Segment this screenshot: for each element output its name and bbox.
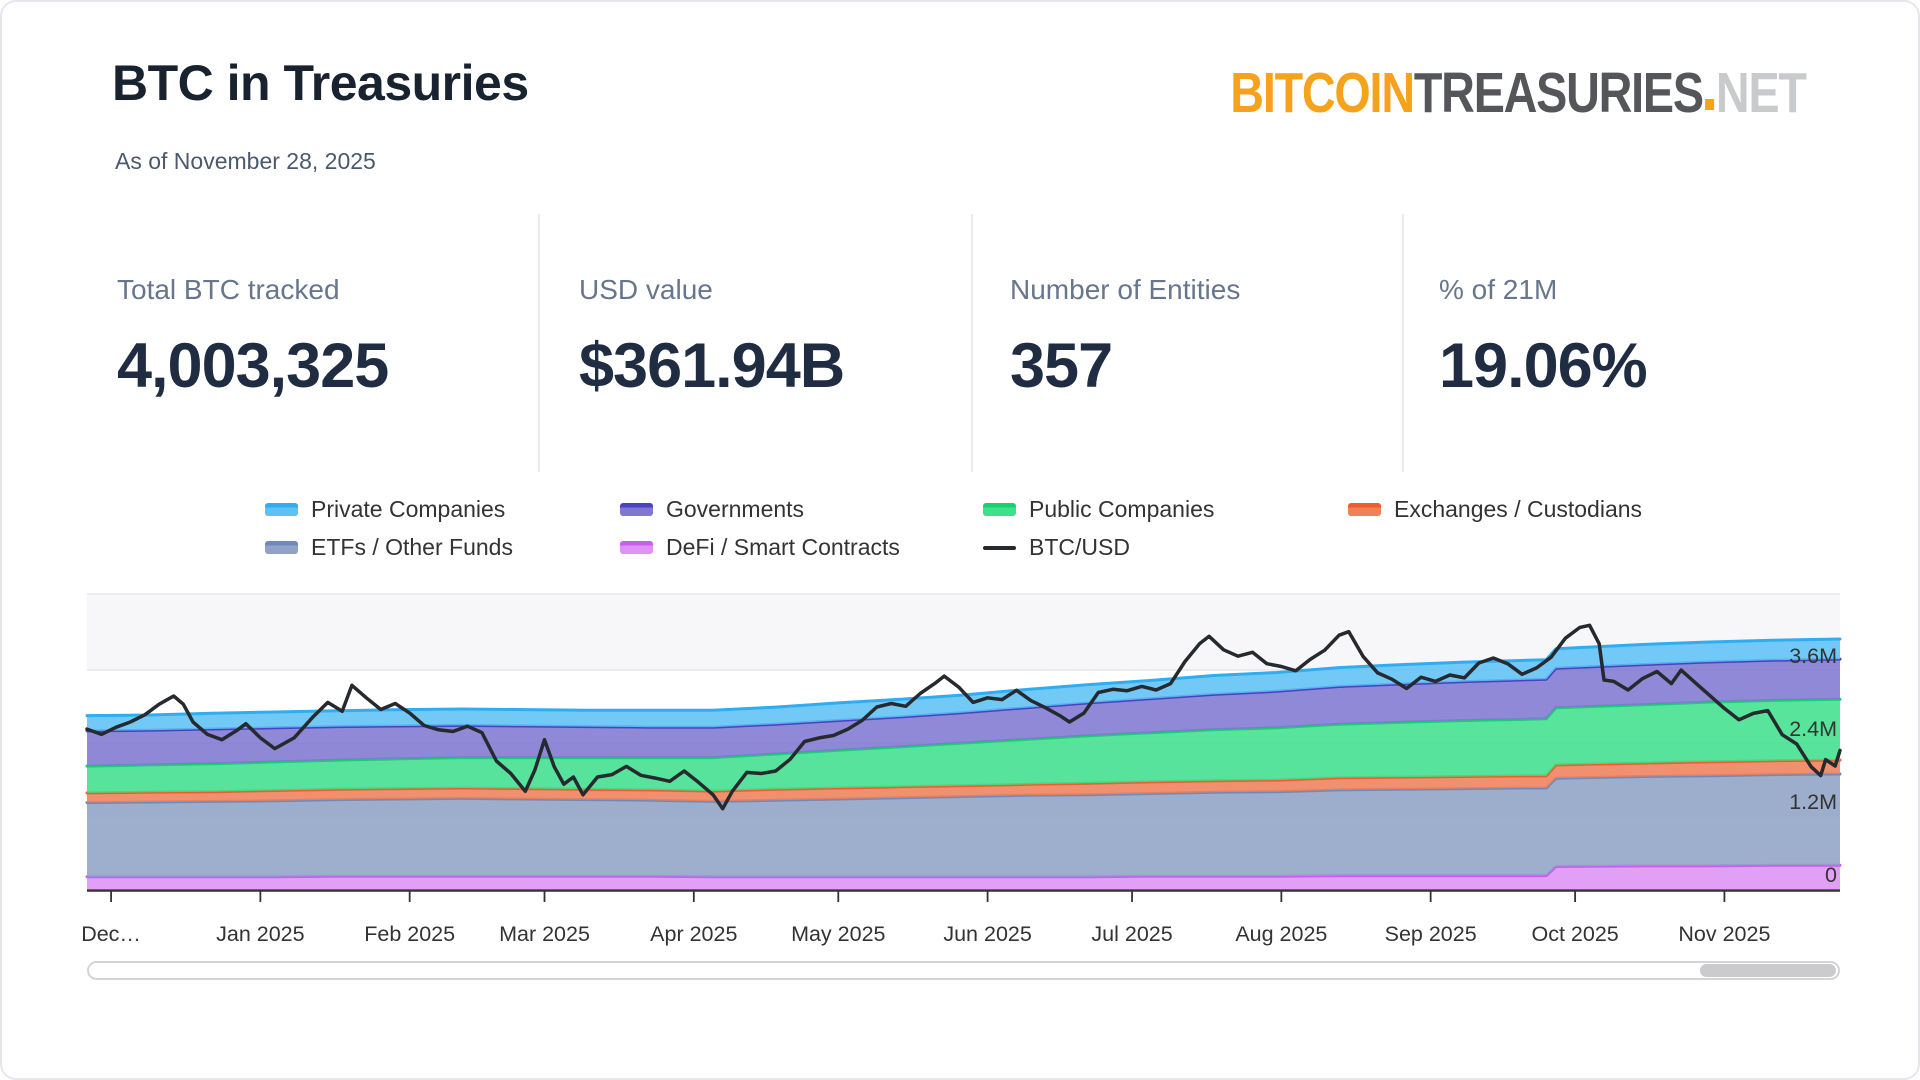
logo-part-bitcoin: BITCOIN xyxy=(1230,61,1416,125)
y-axis-label: 2.4M xyxy=(1789,717,1837,741)
site-logo[interactable]: BITCOINTREASURIES NET xyxy=(1230,60,1808,126)
y-axis-label: 0 xyxy=(1825,863,1837,887)
stat-card-2: Number of Entities 357 xyxy=(1010,274,1240,402)
x-axis-label: Sep 2025 xyxy=(1385,922,1477,946)
stat-divider xyxy=(1402,214,1404,472)
chart-scrollbar-track[interactable] xyxy=(87,961,1840,980)
y-axis-label: 3.6M xyxy=(1789,644,1837,668)
legend-label: Governments xyxy=(666,496,805,522)
legend-item-btc-usd[interactable]: BTC/USD xyxy=(983,534,1130,561)
legend-label: ETFs / Other Funds xyxy=(311,534,513,560)
legend-label: BTC/USD xyxy=(1029,534,1130,560)
stat-label: % of 21M xyxy=(1439,274,1558,305)
stat-value: 19.06% xyxy=(1439,331,1648,401)
logo-part-treasuries: TREASURIES xyxy=(1414,61,1704,125)
stat-label: Total BTC tracked xyxy=(117,274,340,305)
legend-item-governments[interactable]: Governments xyxy=(620,496,804,523)
page-title: BTC in Treasuries xyxy=(112,55,529,111)
stat-value: $361.94B xyxy=(579,331,845,401)
legend-item-public-companies[interactable]: Public Companies xyxy=(983,496,1214,523)
legend-label: DeFi / Smart Contracts xyxy=(666,534,900,560)
legend-area-swatch-icon xyxy=(620,541,653,554)
stat-value: 4,003,325 xyxy=(117,331,389,401)
legend-item-defi-smart-contracts[interactable]: DeFi / Smart Contracts xyxy=(620,534,900,561)
legend-item-private-companies[interactable]: Private Companies xyxy=(265,496,505,523)
logo-dot xyxy=(1705,99,1715,110)
btc-usd-line[interactable] xyxy=(85,623,1842,811)
x-axis-label: Feb 2025 xyxy=(364,922,455,946)
x-axis-label: Oct 2025 xyxy=(1531,922,1618,946)
legend-label: Private Companies xyxy=(311,496,506,522)
x-axis-label: Aug 2025 xyxy=(1235,922,1327,946)
area-series-private-companies[interactable] xyxy=(87,639,1840,731)
stat-label: Number of Entities xyxy=(1010,274,1241,305)
logo-part-net: NET xyxy=(1716,61,1807,125)
stat-card-0: Total BTC tracked 4,003,325 xyxy=(117,274,389,402)
x-axis-label: Dec… xyxy=(81,922,141,946)
legend-area-swatch-icon xyxy=(1348,503,1381,516)
x-axis-label: Jun 2025 xyxy=(943,922,1032,946)
legend-line-swatch-icon xyxy=(983,545,1016,550)
legend-label: Exchanges / Custodians xyxy=(1394,496,1643,522)
legend-area-swatch-icon xyxy=(265,541,298,554)
y-axis-label: 1.2M xyxy=(1789,790,1837,814)
x-axis-label: Mar 2025 xyxy=(499,922,590,946)
legend-area-swatch-icon xyxy=(983,503,1016,516)
legend-item-etfs-other-funds[interactable]: ETFs / Other Funds xyxy=(265,534,513,561)
legend-item-exchanges-custodians[interactable]: Exchanges / Custodians xyxy=(1348,496,1642,523)
x-axis-label: Nov 2025 xyxy=(1678,922,1770,946)
x-axis-label: May 2025 xyxy=(791,922,885,946)
chart-scrollbar-thumb[interactable] xyxy=(1699,964,1836,977)
legend-area-swatch-icon xyxy=(265,503,298,516)
x-axis-label: Jan 2025 xyxy=(216,922,305,946)
stat-divider xyxy=(538,214,540,472)
legend-label: Public Companies xyxy=(1029,496,1215,522)
stat-divider xyxy=(971,214,973,472)
legend-area-swatch-icon xyxy=(620,503,653,516)
as-of-date: As of November 28, 2025 xyxy=(115,148,376,174)
x-axis-label: Jul 2025 xyxy=(1091,922,1172,946)
stat-card-1: USD value $361.94B xyxy=(579,274,845,402)
stat-card-3: % of 21M 19.06% xyxy=(1439,274,1648,402)
stat-label: USD value xyxy=(579,274,713,305)
x-axis-label: Apr 2025 xyxy=(650,922,737,946)
stat-value: 357 xyxy=(1010,331,1113,401)
